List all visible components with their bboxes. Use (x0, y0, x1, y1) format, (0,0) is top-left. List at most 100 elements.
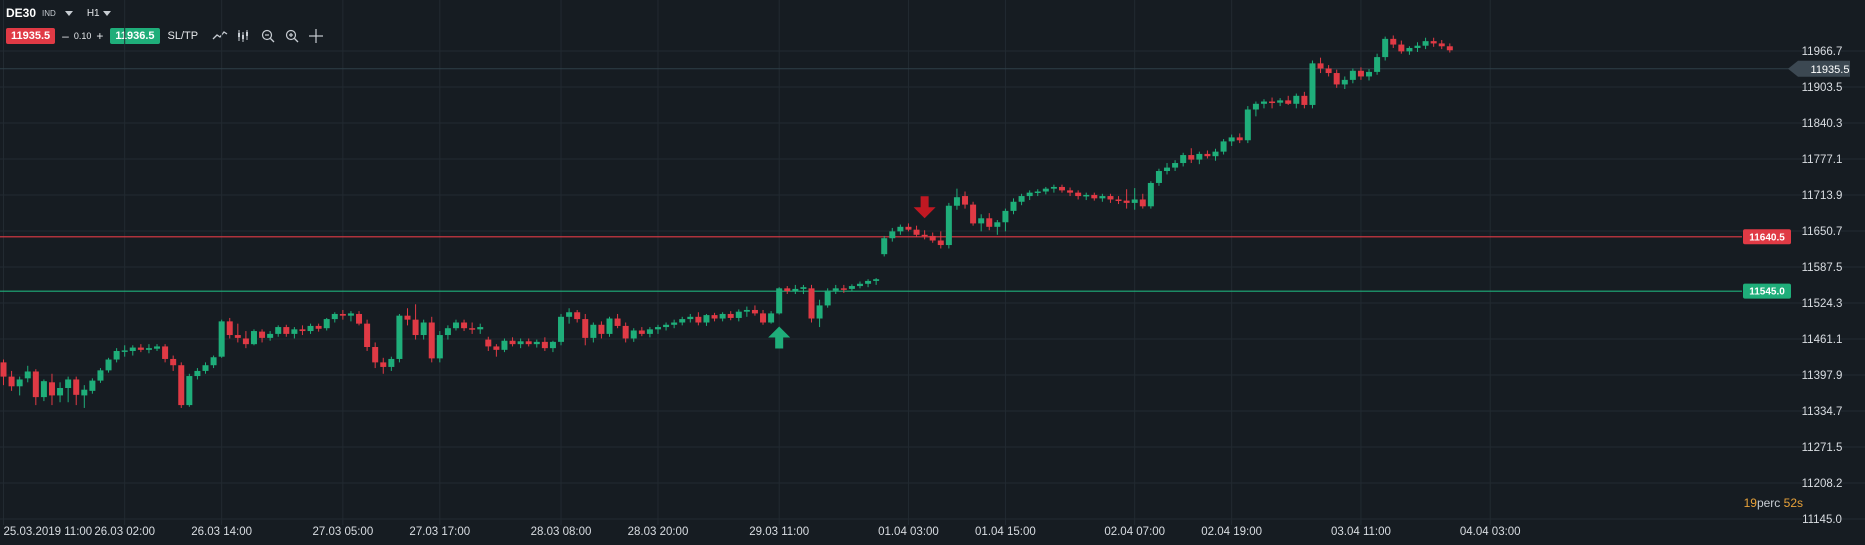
candle-body (1034, 191, 1041, 194)
zoom-out-icon[interactable] (260, 28, 276, 44)
crosshair-icon[interactable] (308, 28, 324, 44)
x-tick-label: 02.04 19:00 (1201, 526, 1262, 538)
x-tick-label: 04.04 03:00 (1460, 526, 1521, 538)
candle-body (1422, 41, 1429, 46)
candle-body (945, 205, 952, 246)
candle-body (32, 371, 39, 398)
candle-body (323, 319, 330, 329)
candle-body (242, 338, 249, 345)
candle-body (1018, 196, 1025, 202)
x-tick-label: 29.03 11:00 (749, 526, 809, 538)
candle-body (970, 204, 977, 224)
x-tick-label: 01.04 15:00 (975, 526, 1036, 538)
candle-body (315, 325, 322, 329)
candle-body (1430, 41, 1437, 44)
candle-body (113, 350, 120, 360)
y-tick-label: 11903.5 (1802, 82, 1843, 94)
candle-body (48, 382, 55, 396)
candle-body (1349, 70, 1356, 80)
decrease-button[interactable]: – (62, 29, 69, 43)
candle-body (711, 315, 718, 319)
candle-body (1050, 186, 1057, 189)
symbol-tag: IND (42, 8, 56, 18)
quantity-value[interactable]: 0.10 (73, 31, 92, 41)
timeframe-select[interactable]: H1 (87, 8, 111, 19)
x-tick-label: 26.03 02:00 (94, 526, 155, 538)
candle-body (1123, 200, 1130, 203)
timeframe-label: H1 (86, 7, 100, 19)
candle-body (856, 283, 863, 287)
sltp-button[interactable]: SL/TP (167, 30, 199, 42)
candle-countdown: 19perc 52s (1744, 496, 1803, 510)
quantity-stepper[interactable]: – 0.10 + (59, 29, 106, 43)
countdown-unit: perc (1756, 496, 1781, 510)
candle-body (1212, 151, 1219, 157)
y-tick-label: 11713.9 (1802, 190, 1843, 202)
candle-body (331, 313, 338, 320)
zoom-in-icon[interactable] (284, 28, 300, 44)
candle-body (194, 370, 201, 377)
candle-body (848, 286, 855, 289)
current-price-label: 11935.5 (1811, 64, 1850, 76)
candle-body (291, 329, 298, 334)
countdown-seconds: 52s (1783, 496, 1803, 510)
candle-body (663, 324, 670, 328)
candle-body (162, 346, 169, 359)
candle-body (137, 347, 144, 350)
candle-body (630, 330, 637, 339)
y-tick-label: 11650.7 (1802, 226, 1843, 238)
candle-body (364, 323, 371, 347)
candle-body (606, 318, 613, 334)
candle-body (97, 370, 104, 381)
symbol-name[interactable]: DE30 (6, 6, 37, 20)
candle-body (533, 341, 540, 345)
candle-body (719, 313, 726, 319)
candle-body (1180, 155, 1187, 164)
candle-body (590, 324, 597, 338)
candle-body (1083, 194, 1090, 197)
line-chart-icon[interactable] (212, 28, 228, 44)
candle-body (202, 365, 209, 371)
candle-body (929, 235, 936, 241)
candle-body (299, 329, 306, 332)
candle-body (339, 313, 346, 316)
candle-body (1269, 101, 1276, 104)
candle-body (881, 238, 888, 255)
candle-body (1147, 182, 1154, 207)
y-tick-label: 11397.9 (1802, 370, 1843, 382)
symbol-dropdown-icon[interactable] (64, 10, 73, 16)
x-tick-label: 01.04 03:00 (878, 526, 939, 538)
candle-body (1406, 47, 1413, 52)
candle-body (452, 322, 459, 329)
x-tick-label: 25.03.2019 11:00 (4, 526, 93, 538)
candle-body (1341, 79, 1348, 85)
candle-body (493, 346, 500, 350)
increase-button[interactable]: + (96, 29, 104, 43)
candle-body (614, 318, 621, 326)
candle-body (953, 197, 960, 206)
candle-body (234, 335, 241, 338)
candle-body (57, 388, 64, 396)
candle-body (566, 312, 573, 317)
candle-body (129, 347, 136, 351)
candle-body (654, 327, 661, 330)
symbol-bar: DE30 IND H1 (0, 0, 406, 26)
x-tick-label: 28.03 08:00 (531, 526, 592, 538)
candle-body (1390, 38, 1397, 45)
candle-body (687, 316, 694, 320)
level-label-box (1743, 229, 1791, 245)
candle-body (283, 327, 290, 334)
y-tick-label: 11587.5 (1802, 262, 1843, 274)
y-tick-label: 11145.0 (1802, 514, 1842, 526)
candle-body (695, 316, 702, 323)
candle-body (1067, 190, 1074, 193)
sell-button[interactable]: 11935.5 (6, 28, 56, 44)
indicators-icon[interactable] (236, 28, 252, 44)
x-tick-label: 03.04 11:00 (1331, 526, 1391, 538)
candle-body (1155, 171, 1162, 183)
candle-body (420, 322, 427, 336)
candle-body (40, 381, 47, 398)
candle-body (1091, 194, 1098, 199)
candle-body (428, 322, 435, 359)
